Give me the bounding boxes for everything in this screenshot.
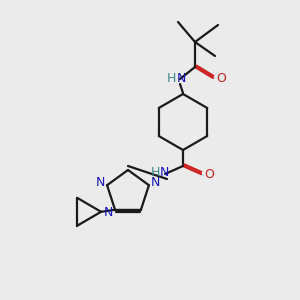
Text: N: N [103,206,113,219]
Text: N: N [176,71,186,85]
Text: N: N [159,166,169,178]
Text: N: N [151,176,160,189]
Text: N: N [95,176,105,189]
Text: H: H [166,71,176,85]
Text: O: O [216,71,226,85]
Text: O: O [204,167,214,181]
Text: H: H [150,166,160,178]
